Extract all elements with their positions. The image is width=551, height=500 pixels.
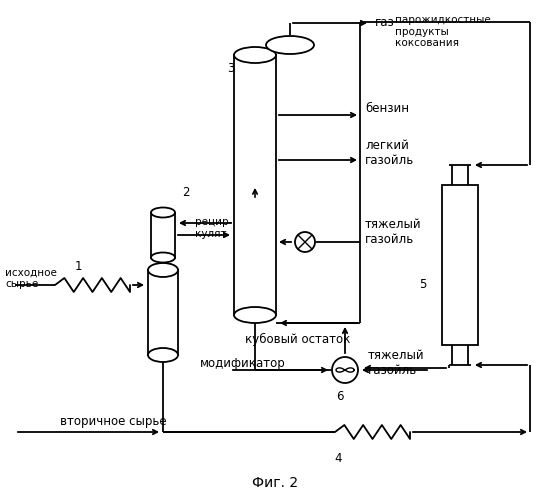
Bar <box>442 185 478 345</box>
Text: 2: 2 <box>182 186 190 200</box>
Text: бензин: бензин <box>365 102 409 114</box>
Text: газ: газ <box>375 16 395 28</box>
Text: модификатор: модификатор <box>200 356 286 370</box>
Ellipse shape <box>266 36 314 54</box>
Ellipse shape <box>148 263 178 277</box>
Text: рецир-
кулят: рецир- кулят <box>195 217 233 239</box>
Text: вторичное сырье: вторичное сырье <box>60 416 166 428</box>
Text: Фиг. 2: Фиг. 2 <box>252 476 298 490</box>
Text: легкий
газойль: легкий газойль <box>365 139 414 167</box>
Text: кубовый остаток: кубовый остаток <box>245 333 350 346</box>
Ellipse shape <box>234 47 276 63</box>
Text: 4: 4 <box>334 452 342 465</box>
Text: парожидкостные
продукты
коксования: парожидкостные продукты коксования <box>395 15 491 48</box>
Text: 6: 6 <box>336 390 343 403</box>
Text: 1: 1 <box>75 260 83 272</box>
Bar <box>148 270 178 355</box>
Ellipse shape <box>151 208 175 218</box>
Ellipse shape <box>234 307 276 323</box>
Bar <box>234 55 276 315</box>
Ellipse shape <box>148 348 178 362</box>
Text: 3: 3 <box>228 62 235 74</box>
Text: исходное
сырье: исходное сырье <box>5 267 57 289</box>
Text: тяжелый
газойль: тяжелый газойль <box>365 218 422 246</box>
Bar <box>151 212 175 258</box>
Ellipse shape <box>151 252 175 262</box>
Text: 5: 5 <box>419 278 426 291</box>
Text: тяжелый
газойль: тяжелый газойль <box>368 349 425 377</box>
